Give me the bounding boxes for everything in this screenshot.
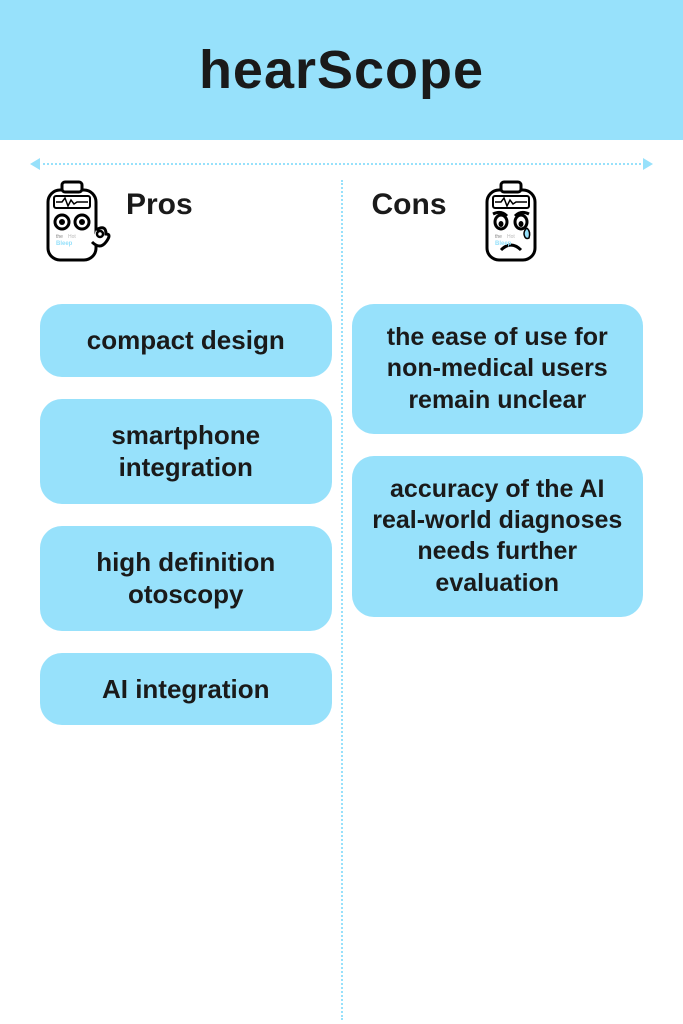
svg-text:Bleep: Bleep	[56, 241, 73, 247]
arrow-right-icon	[643, 158, 653, 170]
pros-item: high definition otoscopy	[40, 526, 332, 631]
dotted-line-h	[38, 163, 645, 165]
happy-mascot-icon: the Hot Bleep	[40, 180, 112, 270]
vertical-divider	[341, 180, 343, 1020]
pros-header: the Hot Bleep Pros	[40, 180, 332, 280]
cons-item: accuracy of the AI real-world diagnoses …	[352, 456, 644, 617]
header-banner: hearScope	[0, 0, 683, 140]
svg-text:Bleep: Bleep	[495, 241, 512, 247]
svg-text:Hot: Hot	[68, 234, 76, 240]
columns-wrapper: the Hot Bleep Pros compact design smartp…	[30, 180, 653, 1020]
cons-title: Cons	[372, 188, 447, 222]
sad-mascot-icon: the Hot Bleep	[477, 180, 549, 270]
svg-text:Hot: Hot	[507, 234, 515, 240]
content-area: the Hot Bleep Pros compact design smartp…	[0, 140, 683, 1020]
svg-text:the: the	[56, 234, 63, 240]
pros-item: AI integration	[40, 653, 332, 726]
cons-header: Cons the Hot Bleep	[352, 180, 644, 280]
svg-text:the: the	[495, 234, 502, 240]
page-title: hearScope	[199, 39, 484, 101]
pros-item: compact design	[40, 304, 332, 377]
pros-item: smartphone integration	[40, 399, 332, 504]
horizontal-divider	[30, 158, 653, 170]
cons-column: Cons the Hot Bleep	[342, 180, 654, 1020]
cons-item: the ease of use for non-medical users re…	[352, 304, 644, 434]
pros-title: Pros	[126, 188, 193, 222]
pros-column: the Hot Bleep Pros compact design smartp…	[30, 180, 342, 1020]
